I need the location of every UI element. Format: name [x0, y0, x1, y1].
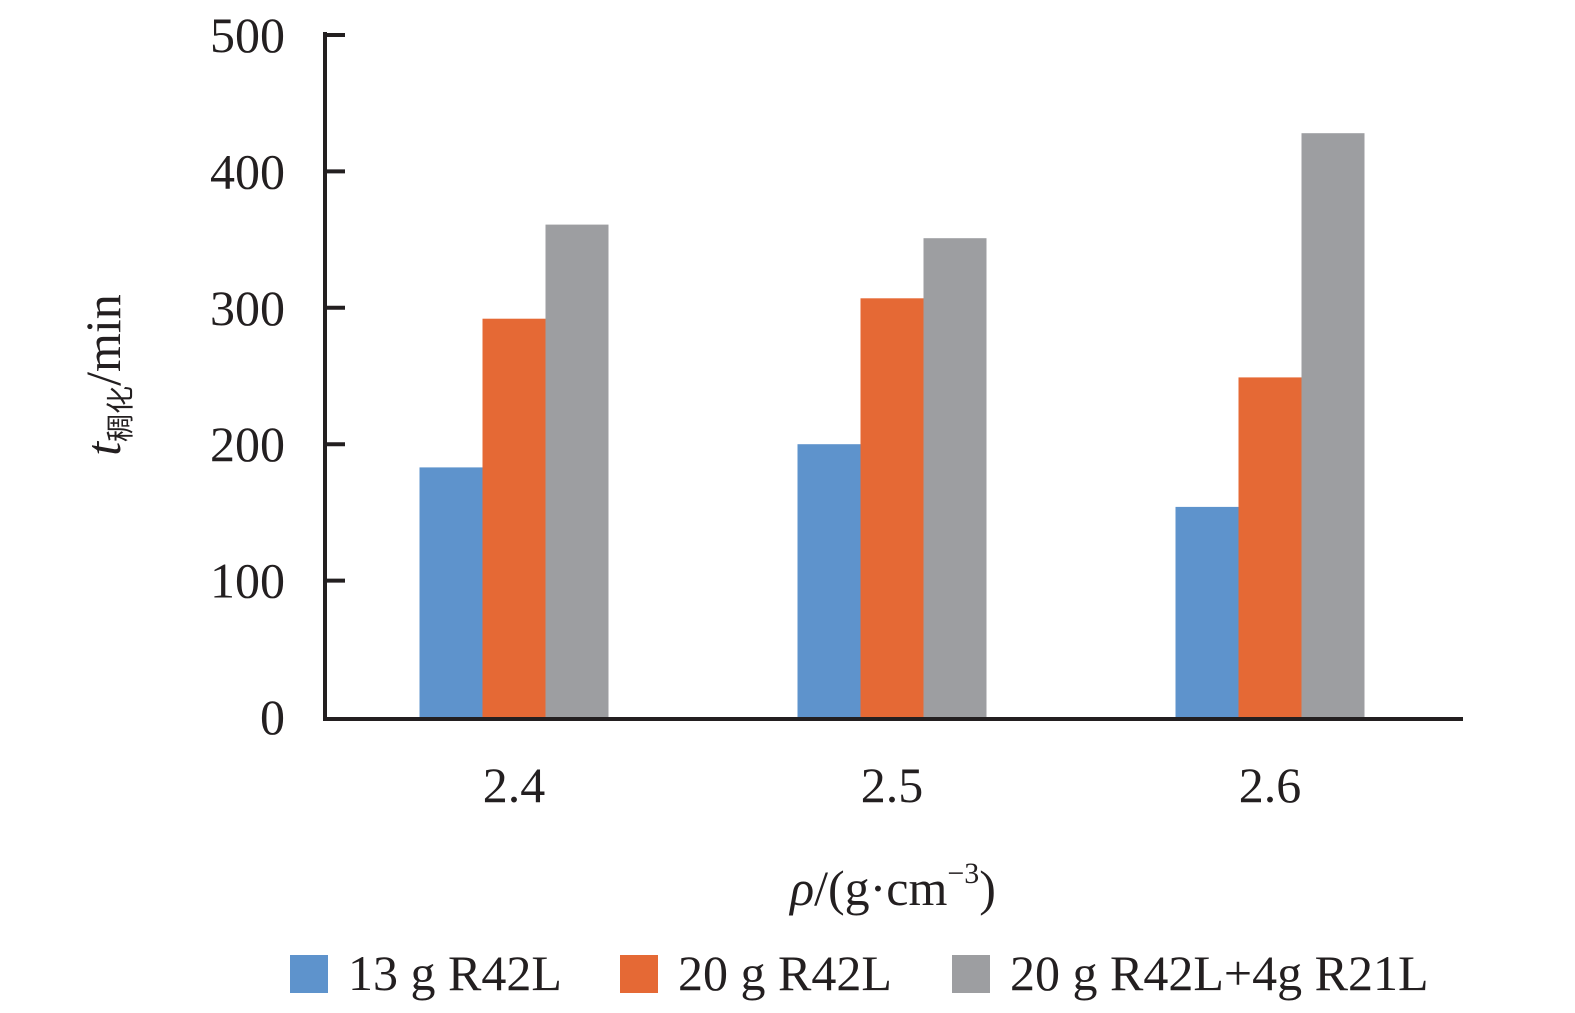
bars-group	[419, 133, 1365, 717]
legend-label-3: 20 g R42L+4g R21L	[1010, 945, 1428, 1001]
bar-series-2-2.5	[860, 298, 924, 717]
x-axis-exponent: −3	[947, 857, 979, 890]
y-tick-label-400: 400	[210, 143, 285, 199]
y-axis-unit: /min	[75, 294, 131, 386]
y-axis-subscript: 稠化	[104, 386, 137, 442]
x-tick-label-2.4: 2.4	[483, 757, 546, 813]
x-axis-unit: /(g·cm	[814, 860, 947, 916]
bar-series-3-2.4	[545, 224, 609, 717]
x-axis-close: )	[979, 860, 996, 916]
y-ticks-group: 0 100 200 300 400 500	[210, 7, 345, 745]
y-tick-label-300: 300	[210, 280, 285, 336]
x-axis-title: ρ/(g·cm−3)	[788, 857, 996, 916]
y-tick-label-100: 100	[210, 553, 285, 609]
legend-label-1: 13 g R42L	[348, 945, 562, 1001]
bar-series-1-2.6	[1175, 506, 1239, 717]
y-tick-label-500: 500	[210, 7, 285, 63]
x-axis-var: ρ	[788, 860, 814, 916]
y-axis-var: t	[75, 441, 131, 456]
legend-swatch-3	[952, 955, 990, 993]
y-axis-title: t稠化/min	[75, 294, 137, 456]
y-tick-label-200: 200	[210, 416, 285, 472]
y-tick-label-0: 0	[260, 689, 285, 745]
legend: 13 g R42L 20 g R42L 20 g R42L+4g R21L	[290, 945, 1428, 1001]
bar-series-3-2.6	[1301, 133, 1365, 717]
bar-series-2-2.6	[1238, 377, 1302, 717]
axes-group	[323, 32, 1463, 721]
x-tick-label-2.5: 2.5	[861, 757, 924, 813]
x-tick-label-2.6: 2.6	[1239, 757, 1302, 813]
bar-series-2-2.4	[482, 318, 546, 717]
bar-series-1-2.5	[797, 444, 861, 717]
x-ticks-group: 2.4 2.5 2.6	[483, 757, 1302, 813]
legend-swatch-1	[290, 955, 328, 993]
bar-series-3-2.5	[923, 238, 987, 717]
legend-label-2: 20 g R42L	[678, 945, 892, 1001]
bar-series-1-2.4	[419, 467, 483, 717]
legend-swatch-2	[620, 955, 658, 993]
